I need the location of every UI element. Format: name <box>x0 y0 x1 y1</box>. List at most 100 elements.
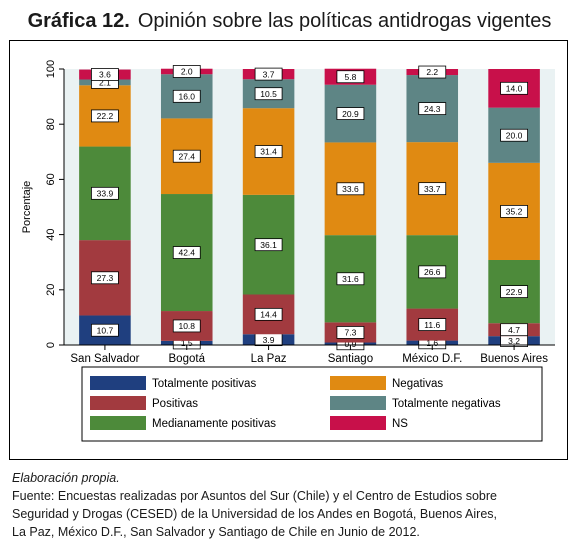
data-label: 4.7 <box>508 325 520 335</box>
x-tick-label: Bogotá <box>169 353 206 365</box>
data-label-box <box>172 65 201 78</box>
data-label: 5.8 <box>345 72 357 82</box>
data-label-box <box>418 65 447 79</box>
data-label-box <box>418 318 447 331</box>
data-label: 20.0 <box>506 130 523 140</box>
credit-note: Elaboración propia. <box>12 471 120 485</box>
plot-background <box>64 69 555 345</box>
data-label-box <box>91 271 119 285</box>
figure-number: Gráfica 12. <box>27 10 130 32</box>
data-label-box <box>254 145 283 158</box>
data-label: 24.3 <box>424 104 441 114</box>
legend-label: Positivas <box>152 398 198 410</box>
data-label-box <box>172 246 201 259</box>
data-label-box <box>336 326 365 339</box>
data-label: 35.2 <box>506 207 523 217</box>
data-label: 10.8 <box>178 321 195 331</box>
legend-label: NS <box>392 418 408 430</box>
chart-frame: 0 20 40 60 80 100 Porcentaje 10.7 27.3 33.9 22.2 2.… <box>9 40 568 460</box>
legend-swatch <box>330 376 386 390</box>
legend-label: Negativas <box>392 378 443 390</box>
data-label: 2.1 <box>99 78 111 88</box>
y-tick-label: 20 <box>45 284 57 296</box>
data-label: 3.6 <box>99 70 111 80</box>
data-label-box <box>254 307 283 321</box>
data-label-box <box>500 81 528 95</box>
data-label-box <box>172 89 201 103</box>
data-label: 33.9 <box>97 189 114 199</box>
stacked-bar-chart: 0 20 40 60 80 100 Porcentaje 10.7 27.3 33.9 22.2 2.… <box>21 60 555 442</box>
figure-heading: Gráfica 12. Opinión sobre las políticas a… <box>0 10 579 33</box>
y-tick-label: 60 <box>45 173 57 185</box>
x-tick-label: Santiago <box>328 353 373 365</box>
data-label-box <box>500 285 528 298</box>
legend-swatch <box>330 396 386 410</box>
data-label: 14.0 <box>506 84 523 94</box>
y-tick-label: 100 <box>45 60 57 78</box>
data-label-box <box>91 323 119 337</box>
data-label-box <box>254 87 283 101</box>
data-label: 1.6 <box>426 338 438 348</box>
data-label: 36.1 <box>260 240 277 250</box>
data-label-box <box>336 272 365 286</box>
data-label: 22.2 <box>97 111 114 121</box>
data-label: 27.4 <box>178 151 195 161</box>
x-tick-label: México D.F. <box>402 353 462 365</box>
data-label-box <box>172 319 201 333</box>
data-label: 26.6 <box>424 267 441 277</box>
data-label-box <box>418 182 447 196</box>
data-label: 14.4 <box>260 310 277 320</box>
data-label-box <box>336 182 365 196</box>
data-label: 16.0 <box>178 92 195 102</box>
x-tick-label: La Paz <box>251 353 287 365</box>
y-axis-label: Porcentaje <box>21 181 33 234</box>
data-label: 3.7 <box>263 69 275 79</box>
legend-swatch <box>90 376 146 390</box>
data-label: 3.2 <box>508 336 520 346</box>
data-label: 11.6 <box>424 320 440 330</box>
legend-swatch <box>90 416 146 430</box>
figure-title: Opinión sobre las políticas antidrogas v… <box>137 10 552 32</box>
y-tick-label: 0 <box>45 342 57 348</box>
data-label: 31.4 <box>260 147 277 157</box>
data-label: 1.5 <box>181 338 193 348</box>
source-line: Seguridad y Drogas (CESED) de la Univers… <box>12 507 497 521</box>
data-label-box <box>91 68 119 81</box>
data-label: 27.3 <box>97 273 114 283</box>
data-label-box <box>336 107 365 120</box>
data-label: 3.9 <box>263 335 275 345</box>
source-line: La Paz, México D.F., San Salvador y Sant… <box>12 525 420 539</box>
legend <box>81 366 543 442</box>
data-label-box <box>91 186 119 200</box>
legend-swatch <box>330 416 386 430</box>
data-label: 7.3 <box>345 328 357 338</box>
data-label-box <box>418 102 447 116</box>
x-tick-label: Buenos Aires <box>480 353 548 365</box>
data-label: 2.0 <box>181 67 193 77</box>
data-label: 20.9 <box>342 109 359 119</box>
data-label: 22.9 <box>506 287 523 297</box>
data-label: 2.2 <box>426 67 438 77</box>
data-label: 33.6 <box>342 184 359 194</box>
legend-label: Medianamente positivas <box>152 418 276 430</box>
data-label-box <box>254 238 283 252</box>
data-label: 33.7 <box>424 184 441 194</box>
y-tick-label: 40 <box>45 228 57 240</box>
legend-swatch <box>90 396 146 410</box>
data-label: 0.9 <box>345 339 357 349</box>
data-label: 10.5 <box>260 89 277 99</box>
data-label-box <box>500 205 528 218</box>
data-label-box <box>172 149 201 163</box>
y-tick-label: 80 <box>45 118 57 130</box>
data-label-box <box>336 70 365 84</box>
data-label: 10.7 <box>97 325 114 335</box>
legend-label: Totalmente positivas <box>152 378 256 390</box>
x-tick-label: San Salvador <box>70 353 139 365</box>
data-label-box <box>91 109 119 123</box>
data-label-box <box>500 323 528 337</box>
data-label-box <box>418 265 447 279</box>
source-line: Fuente: Encuestas realizadas por Asuntos… <box>12 489 497 503</box>
data-label: 42.4 <box>178 248 195 258</box>
data-label: 31.6 <box>342 274 359 284</box>
data-label-box <box>500 128 528 142</box>
